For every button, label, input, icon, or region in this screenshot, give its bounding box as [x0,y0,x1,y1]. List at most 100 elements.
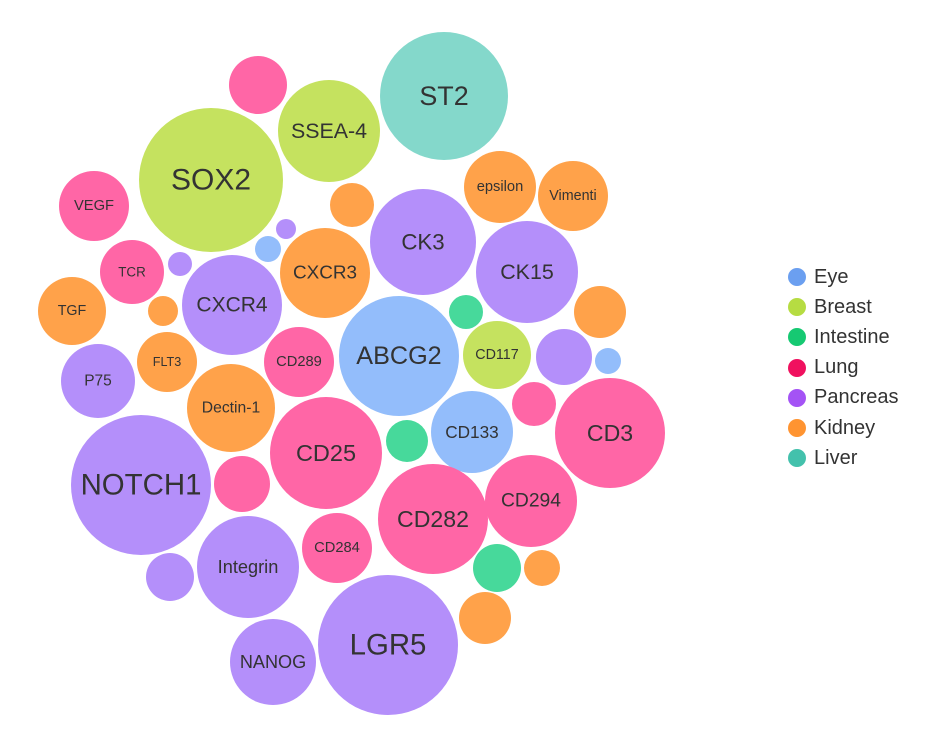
legend-item[interactable]: Lung [788,353,899,383]
legend-item[interactable]: Intestine [788,322,899,352]
bubble: ST2 [380,32,508,160]
bubble [146,553,194,601]
bubble-label: Integrin [218,557,279,577]
bubble-circle [380,32,508,160]
bubble-circle [187,364,275,452]
bubble [449,295,483,329]
bubble-label: FLT3 [153,355,181,369]
bubble-circle [459,592,511,644]
bubble [214,456,270,512]
bubble-circle [230,619,316,705]
bubble: FLT3 [137,332,197,392]
bubble-circle [595,348,621,374]
legend-swatch [788,328,806,347]
bubble [473,544,521,592]
bubble-circle [146,553,194,601]
bubble-circle [59,171,129,241]
bubble-circle [276,219,296,239]
bubble-circle [386,420,428,462]
bubble: Dectin-1 [187,364,275,452]
bubble-label: Vimenti [549,188,596,204]
bubble-circle [449,295,483,329]
legend-swatch [788,419,806,438]
bubble-label: SSEA-4 [291,119,367,143]
bubble: P75 [61,344,135,418]
bubble-circle [318,575,458,715]
bubble-circle [280,228,370,318]
bubble-circle [524,550,560,586]
bubble-circle [476,221,578,323]
bubble: CD117 [463,321,531,389]
bubble-circle [464,151,536,223]
bubble-circle [431,391,513,473]
bubble: VEGF [59,171,129,241]
bubble-circle [137,332,197,392]
bubble-label: CK3 [401,230,444,255]
bubble-label: CD3 [587,420,633,446]
legend-label: Pancreas [814,386,899,409]
bubble-label: CD289 [276,354,322,370]
bubble-label: CK15 [500,260,554,284]
bubble [168,252,192,276]
bubble-circle [485,455,577,547]
bubble: TGF [38,277,106,345]
bubble-circle [38,277,106,345]
bubble [536,329,592,385]
bubble-label: NOTCH1 [81,469,202,502]
bubble-circle [574,286,626,338]
bubble-circle [197,516,299,618]
bubble [574,286,626,338]
bubble-circle [330,183,374,227]
bubble [524,550,560,586]
bubble-label: ABCG2 [356,342,441,370]
bubble: TCR [100,240,164,304]
bubble [229,56,287,114]
bubble-circle [148,296,178,326]
bubble: CD294 [485,455,577,547]
bubble-circle [463,321,531,389]
bubble-circle [264,327,334,397]
legend-item[interactable]: Liver [788,443,899,473]
bubble-label: NANOG [240,652,306,672]
bubble: epsilon [464,151,536,223]
bubble-circle [302,513,372,583]
legend-label: Kidney [814,416,876,439]
legend-swatch [788,358,806,377]
bubble-label: SOX2 [171,164,251,197]
bubble-circle [255,236,281,262]
bubble-circle [473,544,521,592]
bubble-label: P75 [84,373,112,390]
bubble-label: epsilon [477,179,524,195]
bubble: CXCR4 [182,255,282,355]
bubble-circle [100,240,164,304]
legend-item[interactable]: Breast [788,292,899,322]
bubble: SSEA-4 [278,80,380,182]
legend-swatch [788,388,806,407]
bubble-circle [270,397,382,509]
bubble: CD282 [378,464,488,574]
bubble-circle [555,378,665,488]
bubble: Vimenti [538,161,608,231]
bubble [386,420,428,462]
bubble-label: CD282 [397,506,469,532]
bubble-circle [182,255,282,355]
bubble-label: CD25 [296,440,356,466]
bubble-circle [61,344,135,418]
bubble: CK15 [476,221,578,323]
legend-item[interactable]: Kidney [788,413,899,443]
bubble-label: CXCR4 [196,294,268,317]
bubble [148,296,178,326]
legend-label: Eye [814,265,849,288]
legend-item[interactable]: Pancreas [788,383,899,413]
bubble-circle [339,296,459,416]
bubble [595,348,621,374]
bubble: CD25 [270,397,382,509]
bubble: Integrin [197,516,299,618]
bubble: CD3 [555,378,665,488]
legend-item[interactable]: Eye [788,262,899,292]
bubble-label: CD294 [501,491,561,512]
bubble [255,236,281,262]
bubble: LGR5 [318,575,458,715]
bubble-circle [229,56,287,114]
